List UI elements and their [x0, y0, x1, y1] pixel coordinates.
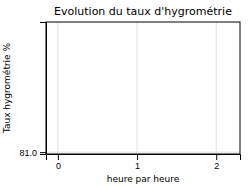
plot: 0 1 2 81.0 — [19, 22, 240, 171]
tick: 1 — [135, 154, 140, 171]
axis-domain — [40, 23, 47, 155]
tick-mark — [58, 154, 59, 160]
y-axis: 81.0 — [19, 23, 46, 158]
grid — [46, 22, 240, 154]
grid-line — [137, 22, 138, 154]
tick-mark — [40, 152, 46, 153]
chart: 0 1 2 81.0 Evolution du taux d'hygrométrie he… — [0, 0, 250, 188]
tick-label: 2 — [214, 161, 219, 171]
plot-frame — [46, 22, 240, 154]
tick-label: 0 — [56, 161, 61, 171]
grid-line — [57, 22, 58, 154]
tick-mark — [137, 154, 138, 160]
x-label: heure par heure — [107, 174, 180, 184]
tick: 81.0 — [19, 148, 46, 158]
x-axis: 0 1 2 — [47, 154, 241, 171]
tick-label: 1 — [135, 161, 140, 171]
tick-mark — [216, 154, 217, 160]
grid-line — [46, 152, 240, 153]
grid-line — [216, 22, 217, 154]
tick-label: 81.0 — [19, 148, 37, 158]
tick: 2 — [214, 154, 219, 171]
y-label: Taux hygrométrie % — [2, 42, 12, 134]
axis-domain — [47, 155, 241, 161]
tick: 0 — [56, 154, 61, 171]
title: Evolution du taux d'hygrométrie — [54, 5, 232, 18]
